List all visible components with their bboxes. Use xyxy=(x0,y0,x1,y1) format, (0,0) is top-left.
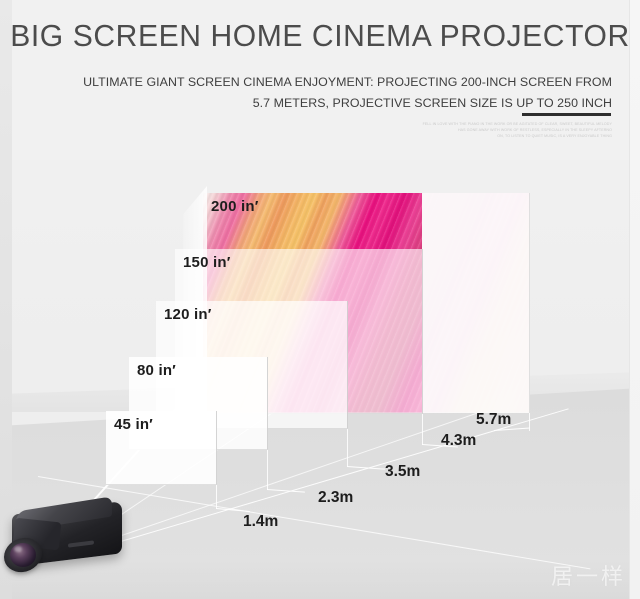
drop-line-150 xyxy=(422,414,424,445)
projector-device[interactable] xyxy=(2,496,138,576)
screen-120-label: 120 in′ xyxy=(164,306,212,323)
right-edge-strip xyxy=(629,0,640,599)
projector-lens-highlight xyxy=(14,546,22,552)
drop-line-45 xyxy=(216,485,218,509)
title-underline-rule xyxy=(522,113,611,116)
watermark: 居一样 xyxy=(550,564,626,589)
drop-line-120 xyxy=(347,429,349,467)
distance-label-3-5m: 3.5m xyxy=(385,463,421,480)
header-band xyxy=(0,0,640,160)
page-title: BIG SCREEN HOME CINEMA PROJECTOR xyxy=(10,18,630,53)
floor-shadow xyxy=(0,560,640,599)
distance-label-5-7m: 5.7m xyxy=(476,411,512,428)
screen-150-label: 150 in′ xyxy=(183,254,231,271)
screen-45-surface xyxy=(106,411,217,485)
fineprint-block: FELL IN LOVE WITH THE PIANO IN THE WORK … xyxy=(366,121,612,139)
screen-45[interactable]: 45 in′ xyxy=(106,411,217,485)
drop-line-200 xyxy=(529,413,531,431)
screen-45-label: 45 in′ xyxy=(114,416,153,433)
page-subtitle: ULTIMATE GIANT SCREEN CINEMA ENJOYMENT: … xyxy=(40,72,612,114)
left-edge-strip xyxy=(0,0,12,599)
subtitle-line-2: 5.7 METERS, PROJECTIVE SCREEN SIZE IS UP… xyxy=(252,96,612,110)
projector-lens xyxy=(10,543,36,567)
fineprint-line-1: FELL IN LOVE WITH THE PIANO IN THE WORK … xyxy=(422,122,612,126)
screen-200-label: 200 in′ xyxy=(211,198,259,215)
drop-line-80 xyxy=(267,450,269,490)
fineprint-line-2: HAS GONE AWAY WITH WORK OF RESTLESS, ESP… xyxy=(457,128,612,133)
screen-80-label: 80 in′ xyxy=(137,362,176,379)
subtitle-line-1: ULTIMATE GIANT SCREEN CINEMA ENJOYMENT: … xyxy=(83,75,612,89)
fineprint-line-3: ON, TO LISTEN TO QUIET MUSIC, IS A VERY … xyxy=(497,134,612,139)
screen-200-right-margin xyxy=(422,193,530,413)
distance-label-1-4m: 1.4m xyxy=(243,513,279,530)
distance-label-4-3m: 4.3m xyxy=(441,432,477,449)
distance-label-2-3m: 2.3m xyxy=(318,489,354,506)
